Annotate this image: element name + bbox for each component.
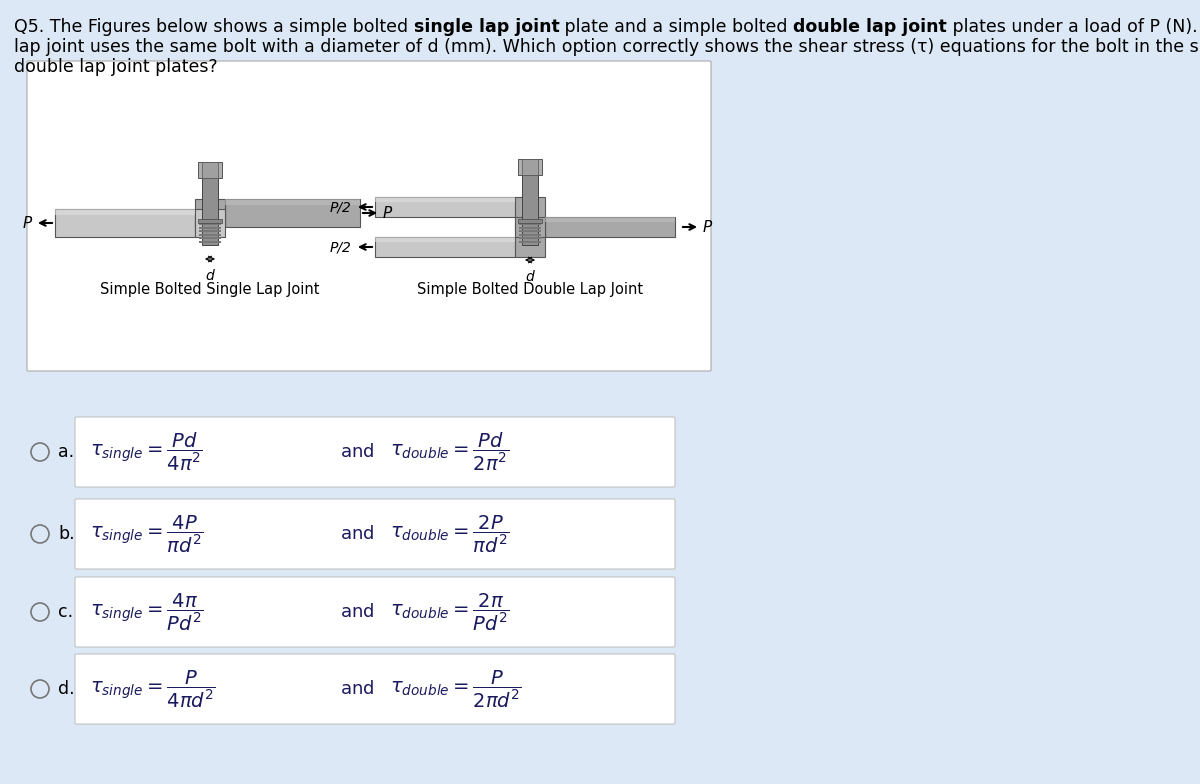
Text: $\mathit{\tau}_{single} = \dfrac{P}{4\pi d^2}$: $\mathit{\tau}_{single} = \dfrac{P}{4\pi… xyxy=(90,668,216,710)
Text: $\mathrm{and}$: $\mathrm{and}$ xyxy=(340,443,374,461)
Text: double lap joint: double lap joint xyxy=(793,18,947,36)
Text: $\mathit{\tau}_{double} = \dfrac{2\pi}{Pd^2}$: $\mathit{\tau}_{double} = \dfrac{2\pi}{P… xyxy=(390,591,510,633)
Text: $\mathrm{and}$: $\mathrm{and}$ xyxy=(340,680,374,698)
Text: P/2: P/2 xyxy=(330,240,352,254)
Bar xyxy=(520,230,541,232)
Text: Q5. The Figures below shows a simple bolted: Q5. The Figures below shows a simple bol… xyxy=(14,18,414,36)
Text: $\mathit{\tau}_{double} = \dfrac{Pd}{2\pi^2}$: $\mathit{\tau}_{double} = \dfrac{Pd}{2\p… xyxy=(390,430,509,474)
Text: Simple Bolted Single Lap Joint: Simple Bolted Single Lap Joint xyxy=(101,282,319,297)
Bar xyxy=(522,159,538,175)
Text: lap joint uses the same bolt with a diameter of d (mm). Which option correctly s: lap joint uses the same bolt with a diam… xyxy=(14,38,1200,56)
FancyBboxPatch shape xyxy=(74,654,674,724)
Bar xyxy=(226,199,360,205)
Text: $\mathrm{and}$: $\mathrm{and}$ xyxy=(340,603,374,621)
Bar xyxy=(520,234,541,235)
Bar xyxy=(374,197,515,202)
Text: P: P xyxy=(383,205,392,220)
Bar xyxy=(198,162,222,178)
Bar xyxy=(520,237,541,239)
FancyBboxPatch shape xyxy=(74,417,674,487)
Text: P: P xyxy=(703,220,713,234)
Bar xyxy=(520,227,541,228)
Bar xyxy=(520,241,541,242)
Text: P: P xyxy=(23,216,32,230)
Text: $\mathrm{and}$: $\mathrm{and}$ xyxy=(340,525,374,543)
Bar xyxy=(545,217,674,237)
Bar xyxy=(199,223,221,225)
Text: c.: c. xyxy=(58,603,73,621)
Text: P/2: P/2 xyxy=(330,200,352,214)
Text: d: d xyxy=(526,270,534,284)
Bar xyxy=(194,209,226,237)
Text: $\mathit{\tau}_{double} = \dfrac{P}{2\pi d^2}$: $\mathit{\tau}_{double} = \dfrac{P}{2\pi… xyxy=(390,668,522,710)
Text: $\mathit{\tau}_{single} = \dfrac{Pd}{4\pi^2}$: $\mathit{\tau}_{single} = \dfrac{Pd}{4\p… xyxy=(90,430,203,474)
Text: b.: b. xyxy=(58,525,74,543)
FancyBboxPatch shape xyxy=(74,499,674,569)
Bar xyxy=(199,227,221,228)
Bar xyxy=(520,223,541,225)
Text: d: d xyxy=(205,269,215,283)
Bar xyxy=(522,173,538,245)
Bar xyxy=(515,217,545,237)
Text: a.: a. xyxy=(58,443,74,461)
Bar xyxy=(55,209,194,237)
Bar xyxy=(374,237,515,257)
Text: d.: d. xyxy=(58,680,74,698)
FancyBboxPatch shape xyxy=(28,61,710,371)
Bar xyxy=(518,219,542,223)
Bar xyxy=(374,197,515,217)
Bar xyxy=(545,217,674,222)
Text: plates under a load of P (N). Each bolt: plates under a load of P (N). Each bolt xyxy=(947,18,1200,36)
Bar xyxy=(374,237,515,242)
Bar xyxy=(194,199,226,227)
Bar xyxy=(518,159,542,175)
Text: single lap joint: single lap joint xyxy=(414,18,559,36)
Bar xyxy=(199,230,221,232)
Text: $\mathit{\tau}_{double} = \dfrac{2P}{\pi d^2}$: $\mathit{\tau}_{double} = \dfrac{2P}{\pi… xyxy=(390,514,510,555)
Text: $\mathit{\tau}_{single} = \dfrac{4P}{\pi d^2}$: $\mathit{\tau}_{single} = \dfrac{4P}{\pi… xyxy=(90,514,204,555)
Bar xyxy=(199,241,221,242)
Bar xyxy=(55,209,194,215)
Text: $\mathit{\tau}_{single} = \dfrac{4\pi}{Pd^2}$: $\mathit{\tau}_{single} = \dfrac{4\pi}{P… xyxy=(90,591,204,633)
Bar xyxy=(199,234,221,235)
Bar xyxy=(202,162,218,178)
Bar xyxy=(515,197,545,257)
Text: Simple Bolted Double Lap Joint: Simple Bolted Double Lap Joint xyxy=(416,282,643,297)
Bar xyxy=(198,219,222,223)
Bar xyxy=(202,176,218,245)
Text: plate and a simple bolted: plate and a simple bolted xyxy=(559,18,793,36)
FancyBboxPatch shape xyxy=(74,577,674,647)
Text: double lap joint plates?: double lap joint plates? xyxy=(14,58,217,76)
Bar xyxy=(226,199,360,227)
Bar xyxy=(199,237,221,239)
